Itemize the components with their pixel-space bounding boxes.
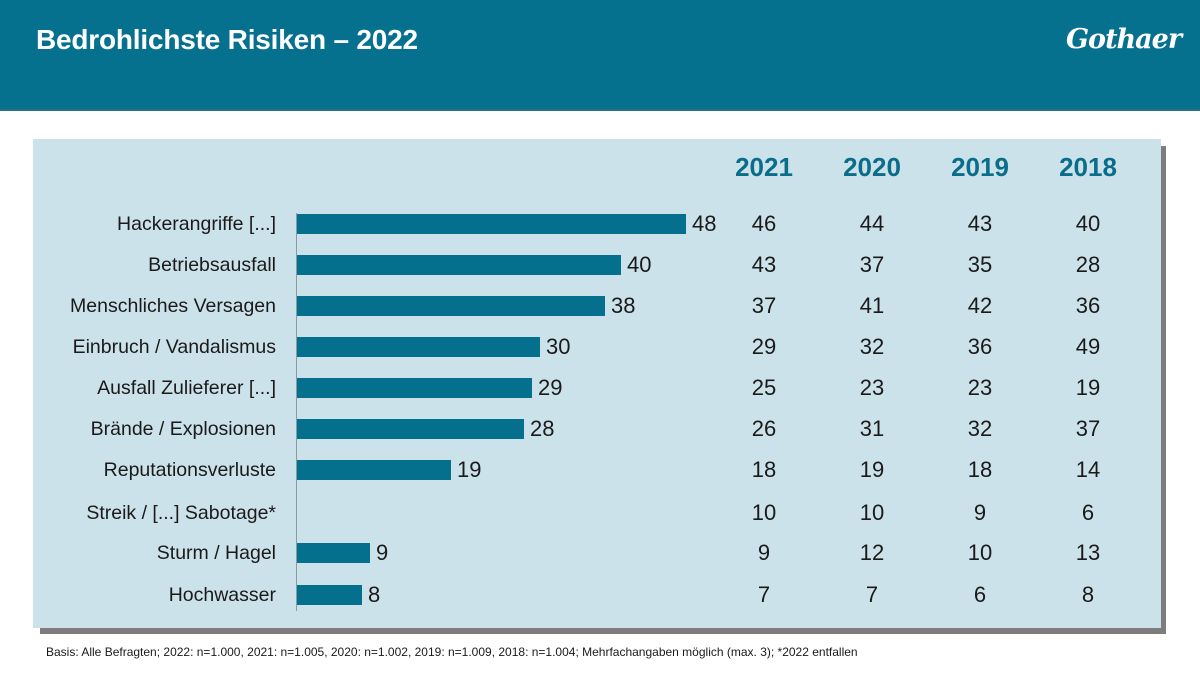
bar-value-label: 40 xyxy=(627,252,652,277)
table-cell-2019: 10 xyxy=(967,540,993,565)
bar-2022 xyxy=(297,337,540,357)
table-cell-2018: 40 xyxy=(1075,211,1101,236)
table-cell-2018: 6 xyxy=(1081,500,1095,525)
panel-shadow-bottom xyxy=(40,628,1166,634)
category-label: Einbruch / Vandalismus xyxy=(72,336,276,358)
footnote: Basis: Alle Befragten; 2022: n=1.000, 20… xyxy=(46,645,858,659)
table-cell-2019: 35 xyxy=(967,252,993,277)
table-cell-2019: 6 xyxy=(973,582,987,607)
table-cell-2020: 12 xyxy=(859,540,885,565)
bar-value-label: 19 xyxy=(457,457,482,482)
year-column-header: 2021 xyxy=(735,152,793,182)
bar-value-label: 9 xyxy=(376,540,389,565)
table-cell-2018: 19 xyxy=(1075,375,1101,400)
bar-2022 xyxy=(297,255,621,275)
category-label: Betriebsausfall xyxy=(148,254,276,276)
table-cell-2020: 19 xyxy=(859,457,885,482)
bar-2022 xyxy=(297,214,686,234)
bar-2022 xyxy=(297,419,524,439)
table-cell-2019: 36 xyxy=(967,334,993,359)
bar-2022 xyxy=(297,296,605,316)
bar-value-label: 30 xyxy=(546,334,571,359)
category-axis-line xyxy=(296,213,297,611)
category-label: Reputationsverluste xyxy=(103,459,276,481)
table-cell-2018: 37 xyxy=(1075,416,1101,441)
bar-value-label: 29 xyxy=(538,375,563,400)
category-label: Brände / Explosionen xyxy=(90,418,276,440)
bar-value-label: 28 xyxy=(530,416,555,441)
table-cell-2020: 32 xyxy=(859,334,885,359)
category-label: Sturm / Hagel xyxy=(156,542,276,564)
table-cell-2019: 42 xyxy=(967,293,993,318)
table-cell-2020: 7 xyxy=(865,582,879,607)
year-column-header: 2019 xyxy=(951,152,1009,182)
table-cell-2019: 18 xyxy=(967,457,993,482)
year-column-header: 2020 xyxy=(843,152,901,182)
table-cell-2019: 32 xyxy=(967,416,993,441)
bar-2022 xyxy=(297,378,532,398)
table-cell-2018: 28 xyxy=(1075,252,1101,277)
category-label: Streik / [...] Sabotage* xyxy=(86,502,276,524)
table-cell-2020: 10 xyxy=(859,500,885,525)
header-bar xyxy=(0,0,1200,109)
table-cell-2020: 44 xyxy=(859,211,885,236)
year-column-header: 2018 xyxy=(1059,152,1117,182)
table-cell-2018: 13 xyxy=(1075,540,1101,565)
bar-2022 xyxy=(297,543,370,563)
table-cell-2018: 36 xyxy=(1075,293,1101,318)
table-cell-2021: 25 xyxy=(751,375,777,400)
category-label: Hochwasser xyxy=(168,584,276,606)
header-divider xyxy=(0,109,1200,111)
table-cell-2018: 14 xyxy=(1075,457,1101,482)
bar-value-label: 48 xyxy=(692,211,717,236)
table-cell-2021: 37 xyxy=(751,293,777,318)
table-cell-2020: 31 xyxy=(859,416,885,441)
table-cell-2021: 26 xyxy=(751,416,777,441)
bar-value-label: 8 xyxy=(368,582,381,607)
table-cell-2021: 29 xyxy=(751,334,777,359)
table-cell-2021: 7 xyxy=(757,582,771,607)
table-cell-2018: 49 xyxy=(1075,334,1101,359)
bar-2022 xyxy=(297,460,451,480)
category-label: Ausfall Zulieferer [...] xyxy=(97,377,276,399)
table-cell-2019: 9 xyxy=(973,500,987,525)
bar-value-label: 38 xyxy=(611,293,636,318)
panel-shadow-right xyxy=(1161,146,1166,634)
table-cell-2020: 37 xyxy=(859,252,885,277)
table-cell-2019: 23 xyxy=(967,375,993,400)
table-cell-2021: 18 xyxy=(751,457,777,482)
table-cell-2021: 46 xyxy=(751,211,777,236)
bar-2022 xyxy=(297,585,362,605)
page-title: Bedrohlichste Risiken – 2022 xyxy=(36,24,418,55)
table-cell-2020: 23 xyxy=(859,375,885,400)
table-cell-2018: 8 xyxy=(1081,582,1095,607)
table-cell-2021: 9 xyxy=(757,540,771,565)
table-cell-2021: 10 xyxy=(751,500,777,525)
category-label: Hackerangriffe [...] xyxy=(117,213,276,235)
table-cell-2019: 43 xyxy=(967,211,993,236)
category-label: Menschliches Versagen xyxy=(70,295,276,317)
table-cell-2021: 43 xyxy=(751,252,777,277)
table-cell-2020: 41 xyxy=(859,293,885,318)
gothaer-logo: Gothaer xyxy=(1066,24,1182,55)
